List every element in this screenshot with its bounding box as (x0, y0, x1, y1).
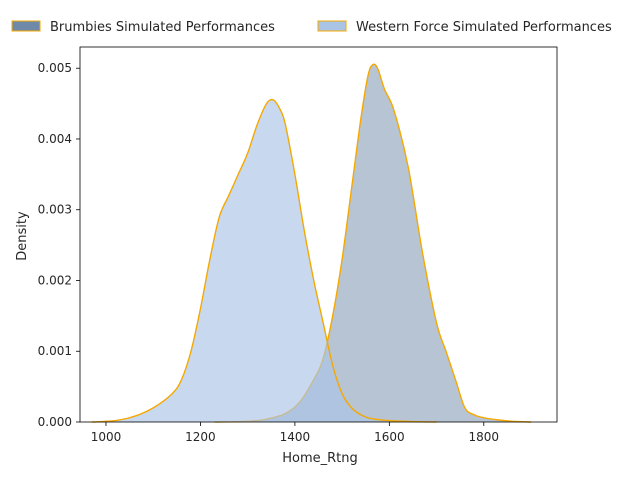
density-area-1 (214, 64, 532, 422)
plot-frame (79, 46, 558, 423)
density-areas (91, 63, 532, 423)
legend-item-2[interactable]: Western Force Simulated Performances (317, 20, 612, 35)
y-tick-label: 0.005 (38, 61, 72, 75)
x-axis-ticks: 1000 1200 1400 1600 1800 (91, 422, 499, 444)
y-tick-label: 0.001 (38, 344, 72, 358)
y-tick-label: 0.003 (38, 203, 72, 217)
x-tick-label: 1600 (374, 430, 405, 444)
y-axis-label: Density (15, 211, 30, 261)
legend[interactable]: Brumbies Simulated Performances Western F… (11, 20, 612, 35)
legend-label: Brumbies Simulated Performances (50, 20, 275, 35)
x-tick-label: 1000 (91, 430, 122, 444)
density-line-2 (91, 98, 437, 423)
y-tick-label: 0.002 (38, 273, 72, 287)
x-axis-label: Home_Rtng (282, 451, 358, 466)
density-area-2 (91, 99, 437, 422)
legend-swatch (317, 20, 347, 32)
y-tick-label: 0.004 (38, 132, 72, 146)
y-axis-ticks: 0.000 0.001 0.002 0.003 0.004 0.005 (38, 61, 80, 429)
x-tick-label: 1200 (185, 430, 216, 444)
x-tick-label: 1800 (469, 430, 500, 444)
legend-item-1[interactable]: Brumbies Simulated Performances (11, 20, 275, 35)
legend-label: Western Force Simulated Performances (356, 20, 612, 35)
y-tick-label: 0.000 (38, 415, 72, 429)
legend-swatch (11, 20, 41, 32)
x-tick-label: 1400 (280, 430, 311, 444)
